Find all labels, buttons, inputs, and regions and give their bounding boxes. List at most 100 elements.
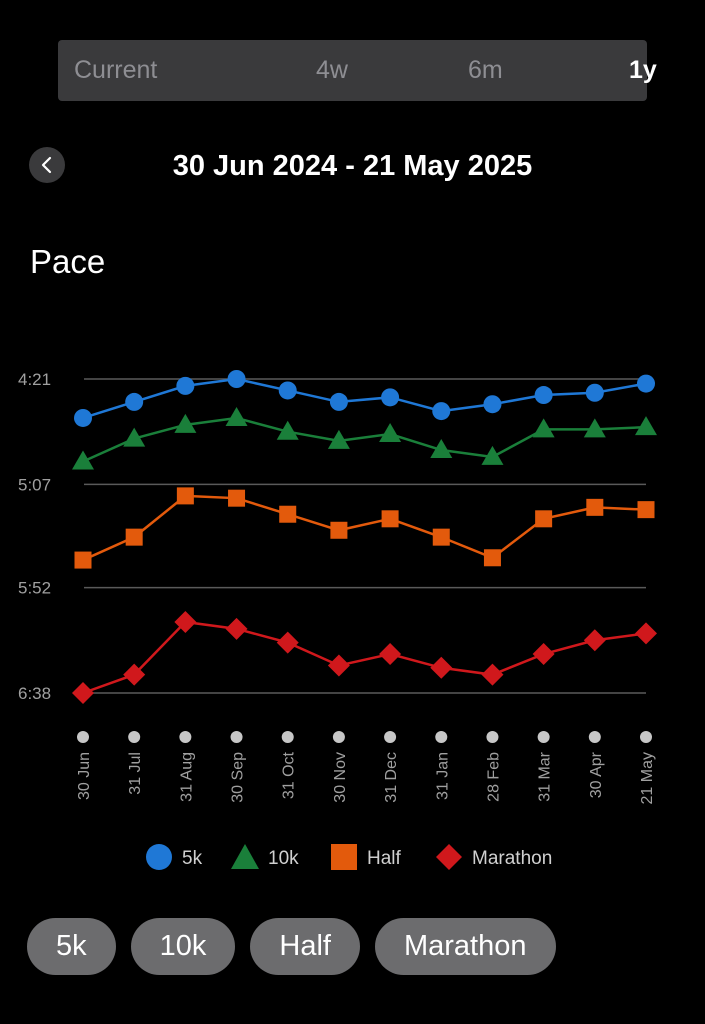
x-tick-dot xyxy=(537,731,550,743)
tab-6m[interactable]: 6m xyxy=(468,56,503,84)
data-point-half xyxy=(381,510,399,528)
data-point-half xyxy=(535,510,553,528)
data-point-5k xyxy=(176,376,195,395)
date-range-title: 30 Jun 2024 - 21 May 2025 xyxy=(172,150,533,182)
x-tick-label: 30 Apr xyxy=(588,751,605,798)
y-tick-label: 5:07 xyxy=(18,475,51,494)
data-point-5k xyxy=(534,386,553,405)
x-tick-label: 31 Jan xyxy=(434,752,451,800)
x-tick-dot xyxy=(179,731,192,743)
x-tick-label: 31 Mar xyxy=(537,751,554,801)
series-line-half xyxy=(82,494,647,562)
x-tick-label: 30 Nov xyxy=(332,752,349,803)
data-point-10k xyxy=(583,418,606,438)
x-tick-dot xyxy=(281,731,294,743)
data-point-10k xyxy=(276,420,299,440)
data-point-10k xyxy=(123,427,146,447)
legend-marker xyxy=(331,844,357,870)
filter-pill-marathon[interactable]: Marathon xyxy=(374,918,556,975)
data-point-marathon xyxy=(174,610,197,633)
series-line-10k xyxy=(82,416,647,463)
legend-marker xyxy=(231,844,259,869)
x-tick-label: 31 Dec xyxy=(383,752,400,803)
data-point-10k xyxy=(430,439,453,459)
data-point-half xyxy=(637,501,655,519)
data-point-10k xyxy=(532,418,555,438)
legend-label: Marathon xyxy=(472,848,552,869)
data-point-10k xyxy=(174,413,197,433)
data-point-half xyxy=(176,487,194,505)
filter-pill-5k[interactable]: 5k xyxy=(27,918,116,975)
legend-marker xyxy=(146,844,172,870)
x-tick-label: 21 May xyxy=(639,752,656,804)
x-tick-label: 31 Jul xyxy=(127,752,144,795)
legend-marker xyxy=(436,844,462,870)
data-point-marathon xyxy=(635,622,657,645)
x-tick-label: 31 Oct xyxy=(281,751,298,799)
data-point-half xyxy=(279,505,297,523)
data-point-5k xyxy=(329,392,348,411)
legend-label: Half xyxy=(367,848,402,869)
data-point-5k xyxy=(74,408,92,427)
x-tick-label: 28 Feb xyxy=(485,752,502,802)
x-tick-dot xyxy=(230,731,243,743)
data-point-5k xyxy=(585,383,604,402)
data-point-5k xyxy=(637,374,655,393)
data-point-10k xyxy=(72,450,94,470)
data-point-half xyxy=(586,498,604,516)
data-point-marathon xyxy=(327,654,350,677)
data-point-marathon xyxy=(123,663,146,686)
x-tick-label: 30 Sep xyxy=(230,752,247,803)
data-point-5k xyxy=(227,370,246,388)
x-tick-label: 30 Jun xyxy=(76,752,93,800)
data-point-5k xyxy=(381,388,400,407)
legend-label: 5k xyxy=(182,848,203,869)
data-point-half xyxy=(330,521,348,539)
data-point-marathon xyxy=(276,631,299,654)
x-tick-dot xyxy=(588,731,601,743)
tab-current[interactable]: Current xyxy=(74,56,158,84)
x-tick-label: 31 Aug xyxy=(178,752,195,802)
tab-4w[interactable]: 4w xyxy=(316,56,348,84)
x-tick-dot xyxy=(435,731,448,743)
data-point-5k xyxy=(278,381,297,400)
data-point-5k xyxy=(125,392,144,411)
legend-label: 10k xyxy=(268,848,299,869)
data-point-10k xyxy=(379,423,402,443)
series-line-5k xyxy=(82,377,647,420)
data-point-half xyxy=(483,549,501,567)
filter-pill-10k[interactable]: 10k xyxy=(130,918,236,975)
x-tick-dot xyxy=(384,731,397,743)
data-point-marathon xyxy=(225,617,248,640)
x-tick-dot xyxy=(128,731,141,743)
data-point-marathon xyxy=(430,656,453,679)
y-tick-label: 6:38 xyxy=(18,684,51,703)
data-point-marathon xyxy=(532,643,555,666)
data-point-marathon xyxy=(379,643,402,666)
section-title: Pace xyxy=(30,243,106,280)
y-tick-label: 5:52 xyxy=(18,579,51,598)
x-tick-dot xyxy=(640,731,652,743)
data-point-5k xyxy=(483,395,502,414)
pace-chart: 4:21 5:07 5:52 6:38 30 Jun 31 Jul 31 Aug 30 Sep… xyxy=(18,370,657,870)
data-point-marathon xyxy=(481,663,504,686)
chevron-left-icon xyxy=(41,156,52,174)
data-point-marathon xyxy=(583,629,606,652)
data-point-half xyxy=(228,489,246,507)
data-point-10k xyxy=(225,406,248,426)
data-point-half xyxy=(432,528,450,546)
data-point-marathon xyxy=(72,682,94,704)
tab-1y[interactable]: 1y xyxy=(629,56,657,84)
data-point-half xyxy=(125,528,143,546)
x-tick-dot xyxy=(77,731,89,743)
y-tick-label: 4:21 xyxy=(18,370,51,389)
data-point-10k xyxy=(635,416,657,436)
range-segmented-control: Current 4w 6m 1y xyxy=(58,40,657,101)
x-tick-dot xyxy=(332,731,345,743)
back-button[interactable] xyxy=(29,147,65,183)
filter-pill-half[interactable]: Half xyxy=(250,918,360,975)
filter-pills: 5k 10k Half Marathon xyxy=(27,918,556,975)
series-line-marathon xyxy=(82,620,647,695)
data-point-5k xyxy=(432,402,451,421)
data-point-half xyxy=(74,551,92,569)
